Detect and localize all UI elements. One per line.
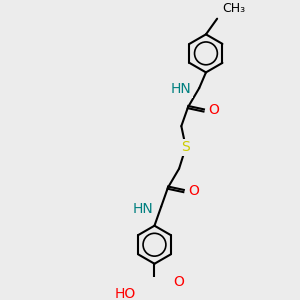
Text: S: S — [182, 140, 190, 154]
Text: HO: HO — [115, 287, 136, 300]
Text: HN: HN — [133, 202, 153, 216]
Text: O: O — [173, 274, 184, 289]
Text: HN: HN — [171, 82, 191, 96]
Text: O: O — [208, 103, 219, 117]
Text: CH₃: CH₃ — [223, 2, 246, 15]
Text: O: O — [188, 184, 199, 198]
